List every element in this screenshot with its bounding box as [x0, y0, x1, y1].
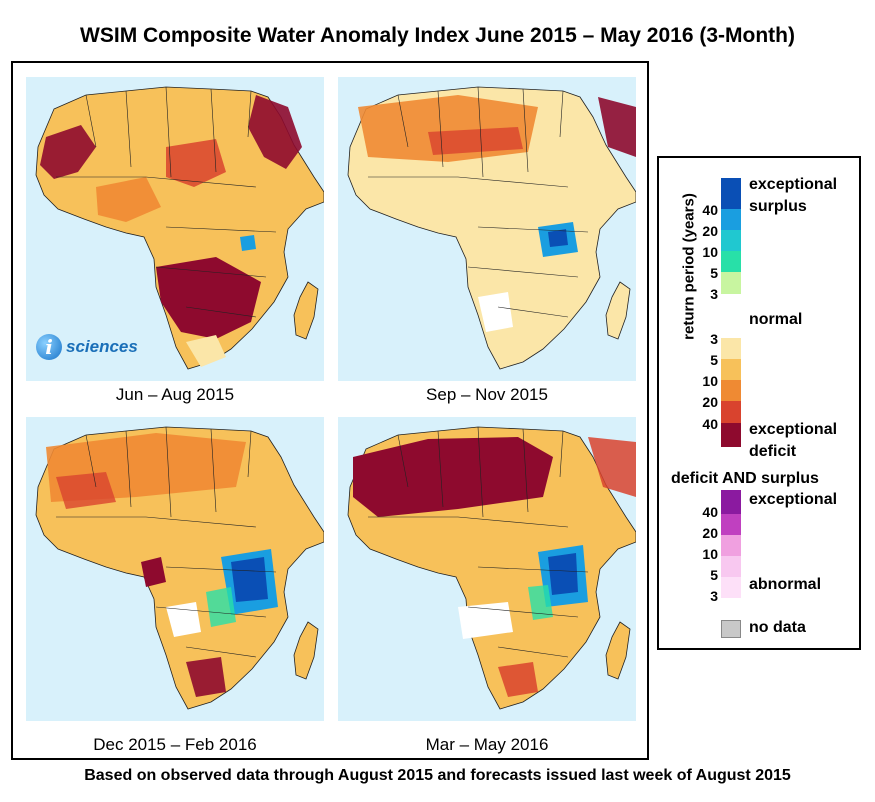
deficit-region-central [166, 139, 226, 187]
tick-both-5: 5 [710, 567, 718, 583]
normal-patch [458, 602, 513, 639]
border-lines [368, 426, 589, 658]
border-lines [56, 426, 277, 658]
tick-deficit-40: 40 [702, 416, 718, 432]
legend-exceptional-deficit-line1: exceptional [749, 421, 838, 438]
africa-map-jun-aug [26, 77, 324, 381]
tick-both-40: 40 [702, 504, 718, 520]
swatch-both-20 [721, 514, 741, 535]
legend-exceptional-deficit-line2: deficit [749, 443, 797, 460]
deficit-region-gabon [141, 557, 166, 587]
deficit-region-sahel [428, 127, 523, 155]
caption-dec-feb-2016: Dec 2015 – Feb 2016 [93, 735, 257, 754]
normal-patch [478, 292, 513, 332]
swatch-surplus-10 [721, 251, 741, 272]
swatch-normal [721, 294, 741, 338]
map-panel-dec-feb-2016 [26, 417, 324, 721]
tick-deficit-20: 20 [702, 394, 718, 410]
deficit-region-arabia [598, 97, 636, 157]
map-panel-sep-nov-2015 [338, 77, 636, 381]
tick-surplus-5: 5 [710, 265, 718, 281]
map-panel-mar-may-2016 [338, 417, 636, 721]
swatch-surplus-exceptional [721, 178, 741, 209]
madagascar [605, 621, 631, 680]
page-title: WSIM Composite Water Anomaly Index June … [80, 24, 795, 47]
surplus-patch [240, 235, 256, 251]
swatch-both-exceptional [721, 490, 741, 514]
legend: return period (years) 40 20 10 5 3 3 5 1… [657, 156, 861, 650]
deficit-region-sahara [353, 437, 553, 517]
tick-deficit-5: 5 [710, 352, 718, 368]
legend-both-exceptional: exceptional [749, 491, 838, 508]
deficit-region-arabia [588, 437, 636, 497]
deficit-region-south [156, 257, 261, 339]
mild-surplus-ring [206, 587, 236, 627]
surplus-region-core [548, 553, 578, 595]
tick-surplus-40: 40 [702, 202, 718, 218]
africa-map-dec-feb [26, 417, 324, 721]
deficit-region-north [40, 125, 96, 179]
legend-normal: normal [749, 311, 803, 328]
swatch-deficit-5 [721, 359, 741, 380]
swatch-no-data [721, 620, 741, 638]
madagascar [605, 281, 631, 340]
legend-exceptional-surplus-line1: exceptional [749, 176, 838, 193]
swatch-both-3 [721, 577, 741, 598]
swatch-surplus-5 [721, 272, 741, 294]
swatch-deficit-3 [721, 338, 741, 359]
deficit-region-egypt [248, 95, 302, 169]
swatch-both-10 [721, 535, 741, 556]
footer-note: Based on observed data through August 20… [84, 767, 791, 784]
surplus-region-core [231, 557, 268, 602]
africa-map-sep-nov [338, 77, 636, 381]
tick-both-10: 10 [702, 546, 718, 562]
normal-patch [166, 602, 201, 637]
africa-map-mar-may [338, 417, 636, 721]
madagascar [293, 621, 319, 680]
isciences-logo: i sciences [36, 334, 156, 362]
caption-jun-aug-2015: Jun – Aug 2015 [115, 385, 235, 404]
deficit-region-west [96, 177, 161, 222]
swatch-deficit-20 [721, 401, 741, 423]
caption-sep-nov-2015: Sep – Nov 2015 [426, 385, 548, 404]
tick-surplus-20: 20 [702, 223, 718, 239]
legend-exceptional-surplus-line2: surplus [749, 198, 807, 215]
isciences-logo-icon: i [36, 334, 62, 360]
deficit-region-south [498, 662, 538, 697]
tick-surplus-10: 10 [702, 244, 718, 260]
tick-deficit-3: 3 [710, 331, 718, 347]
swatch-surplus-20 [721, 230, 741, 251]
mild-surplus-ring [528, 585, 553, 620]
deficit-region-south [186, 657, 226, 697]
tick-deficit-10: 10 [702, 373, 718, 389]
normal-patch [186, 335, 226, 367]
isciences-logo-text: sciences [66, 337, 138, 356]
legend-no-data: no data [749, 619, 806, 636]
madagascar [293, 281, 319, 340]
deficit-region-west [56, 472, 116, 509]
legend-both-abnormal: abnormal [749, 576, 822, 593]
tick-surplus-3: 3 [710, 286, 718, 302]
legend-both-title: deficit AND surplus [671, 470, 819, 487]
border-lines [368, 86, 589, 318]
map-panel-jun-aug-2015: i sciences [26, 77, 324, 381]
swatch-both-5 [721, 556, 741, 577]
swatch-deficit-40 [721, 423, 741, 447]
border-lines [56, 86, 277, 318]
swatch-deficit-10 [721, 380, 741, 401]
swatch-surplus-40 [721, 209, 741, 230]
caption-mar-may-2016: Mar – May 2016 [425, 735, 549, 754]
tick-both-20: 20 [702, 525, 718, 541]
surplus-region-core [548, 229, 568, 247]
tick-both-3: 3 [710, 588, 718, 604]
